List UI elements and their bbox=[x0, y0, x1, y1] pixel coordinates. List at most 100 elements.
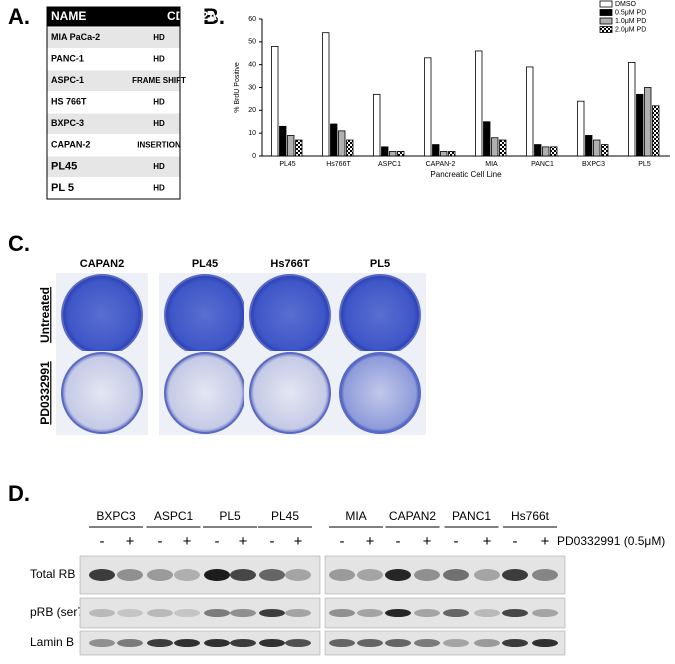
header-cell: CDKN2A bbox=[167, 9, 217, 23]
table-cell: CAPAN-2 bbox=[51, 140, 90, 150]
band bbox=[502, 609, 528, 617]
legend-swatch bbox=[599, 26, 613, 33]
x-tick-label: CAPAN-2 bbox=[426, 161, 456, 168]
bar bbox=[381, 146, 389, 157]
bar bbox=[628, 61, 636, 157]
dish bbox=[164, 352, 246, 434]
column-label: PL5 bbox=[370, 258, 390, 270]
x-tick-label: PL45 bbox=[279, 161, 295, 168]
table-border bbox=[46, 6, 181, 200]
treatment-sign: - bbox=[513, 533, 518, 550]
lane-label: ASPC1 bbox=[154, 509, 194, 523]
band bbox=[230, 639, 256, 647]
bar bbox=[346, 139, 354, 157]
band bbox=[357, 609, 383, 617]
y-tick-label: 50 bbox=[248, 39, 256, 46]
legend-swatch bbox=[599, 9, 613, 16]
table-cell: HD bbox=[153, 97, 165, 106]
band bbox=[443, 569, 469, 581]
table: NAME CDKN2A MIA PaCa-2 HD PANC-1 HD ASPC-1 FRAM… bbox=[46, 6, 217, 200]
x-tick-label: Hs766T bbox=[326, 161, 351, 168]
dish bbox=[61, 274, 143, 356]
bar bbox=[526, 66, 534, 157]
bar bbox=[534, 144, 542, 157]
y-axis-label: % BrdU Positive bbox=[234, 62, 241, 113]
band bbox=[259, 639, 285, 647]
band bbox=[414, 639, 440, 647]
legend-label: 1.0μM PD bbox=[615, 18, 646, 25]
lane-label: Hs766t bbox=[511, 509, 550, 523]
table-cell: HD bbox=[153, 162, 165, 171]
bar bbox=[577, 100, 585, 157]
treatment-sign: + bbox=[483, 533, 492, 550]
table-header bbox=[47, 7, 180, 27]
lane-label: BXPC3 bbox=[96, 509, 136, 523]
band bbox=[329, 609, 355, 617]
bar bbox=[295, 139, 303, 157]
bar bbox=[491, 137, 499, 157]
bar bbox=[542, 146, 550, 157]
y-tick-label: 30 bbox=[248, 84, 256, 91]
band bbox=[285, 569, 311, 581]
band bbox=[174, 609, 200, 617]
x-tick-label: PANC1 bbox=[531, 161, 554, 168]
dish bbox=[339, 352, 421, 434]
bar bbox=[550, 146, 558, 157]
treatment-sign: + bbox=[541, 533, 550, 550]
band bbox=[385, 569, 411, 581]
band bbox=[89, 609, 115, 617]
y-tick-label: 20 bbox=[248, 107, 256, 114]
lane-label: PANC1 bbox=[452, 509, 491, 523]
column-label: PL45 bbox=[192, 258, 218, 270]
bar bbox=[271, 46, 279, 157]
band bbox=[532, 569, 558, 581]
table-cell: HD bbox=[153, 119, 165, 128]
band bbox=[117, 569, 143, 581]
band bbox=[259, 569, 285, 581]
panel-label: B. bbox=[203, 4, 225, 29]
treatment-sign: + bbox=[183, 533, 192, 550]
band bbox=[357, 569, 383, 581]
x-tick-label: MIA bbox=[485, 161, 498, 168]
bar bbox=[389, 151, 397, 157]
table-cell: HD bbox=[153, 183, 165, 192]
band bbox=[443, 609, 469, 617]
bar bbox=[330, 123, 338, 157]
row-label: Total RB bbox=[30, 567, 75, 581]
band bbox=[285, 639, 311, 647]
dish bbox=[339, 274, 421, 356]
band bbox=[89, 569, 115, 581]
bar bbox=[499, 139, 507, 157]
bar bbox=[424, 57, 432, 157]
bar bbox=[475, 50, 483, 157]
dish bbox=[249, 274, 331, 356]
band bbox=[204, 609, 230, 617]
bar bbox=[397, 151, 405, 157]
bar bbox=[373, 93, 381, 157]
table-cell: BXPC-3 bbox=[51, 118, 84, 128]
y-tick-label: 40 bbox=[248, 62, 256, 69]
band bbox=[174, 569, 200, 581]
header-cell: NAME bbox=[51, 9, 86, 23]
table-cell: HS 766T bbox=[51, 97, 87, 107]
treatment-sign: + bbox=[126, 533, 135, 550]
column-label: CAPAN2 bbox=[80, 258, 124, 270]
band bbox=[230, 609, 256, 617]
legend-label: 0.5μM PD bbox=[615, 9, 646, 16]
band bbox=[532, 609, 558, 617]
bar bbox=[287, 135, 295, 157]
table-cell: PL 5 bbox=[51, 182, 74, 194]
band bbox=[329, 569, 355, 581]
row-label: Lamin B bbox=[30, 635, 74, 649]
dish bbox=[164, 274, 246, 356]
bar bbox=[338, 130, 346, 157]
treatment-sign: + bbox=[366, 533, 375, 550]
band bbox=[174, 639, 200, 647]
band bbox=[204, 569, 230, 581]
lane-label: CAPAN2 bbox=[389, 509, 436, 523]
band bbox=[259, 609, 285, 617]
band bbox=[117, 609, 143, 617]
colony-images: CAPAN2 PL45 Hs766T PL5 Untreated PD0332991 bbox=[38, 258, 426, 435]
row-label: PD0332991 bbox=[38, 361, 52, 425]
